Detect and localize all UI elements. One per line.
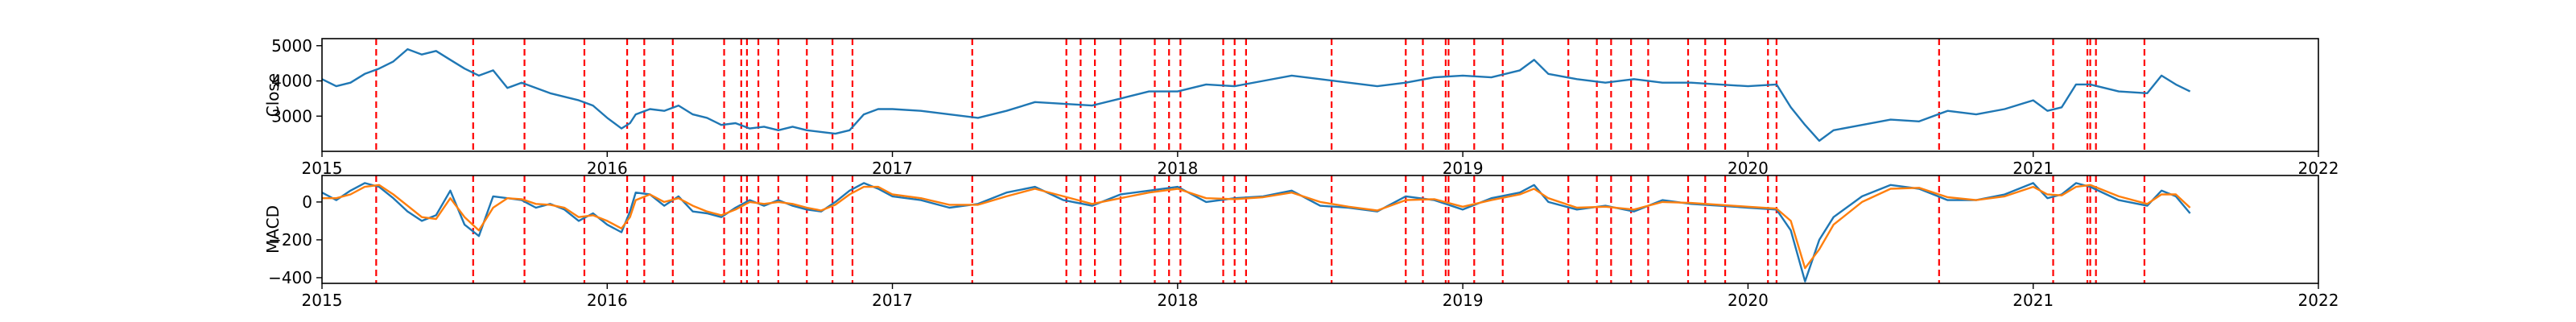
close-series-line-0 — [321, 47, 2191, 142]
close-y-tick-label: 4000 — [271, 72, 312, 91]
close-axes-frame — [321, 38, 2319, 152]
close-y-tick-label: 5000 — [271, 36, 312, 56]
macd-x-tick-label: 2015 — [302, 291, 343, 310]
close-x-tick-label: 2018 — [1157, 159, 1198, 178]
macd-y-tick-label: 0 — [302, 192, 312, 212]
macd-panel: 2015 2016 2017 2018 2019 2020 2021 2022 −400 −200… — [263, 175, 2339, 310]
close-x-tick-label: 2020 — [1728, 159, 1769, 178]
close-x-tick-label: 2016 — [587, 159, 628, 178]
close-x-tick-label: 2019 — [1443, 159, 1484, 178]
close-price-panel: 2015 2016 2017 2018 2019 2020 2021 2022 3000 4000… — [263, 36, 2339, 178]
close-y-tick-label: 3000 — [271, 106, 312, 126]
macd-x-tick-label: 2017 — [872, 291, 913, 310]
macd-y-axis-label: MACD — [263, 205, 283, 254]
close-x-tick-label: 2017 — [872, 159, 913, 178]
macd-y-tick-label: −200 — [268, 230, 312, 250]
macd-series-line-1 — [322, 184, 2191, 270]
close-x-tick-label: 2022 — [2298, 159, 2339, 178]
close-x-tick-label: 2021 — [2013, 159, 2054, 178]
macd-x-tick-label: 2019 — [1443, 291, 1484, 310]
macd-x-tick-label: 2018 — [1157, 291, 1198, 310]
macd-x-tick-label: 2020 — [1728, 291, 1769, 310]
close-x-tick-label: 2015 — [302, 159, 343, 178]
macd-x-tick-label: 2022 — [2298, 291, 2339, 310]
macd-y-tick-label: −400 — [268, 268, 312, 287]
macd-axes-frame — [321, 175, 2319, 284]
macd-x-tick-label: 2021 — [2013, 291, 2054, 310]
close-y-axis-label: Close — [263, 73, 283, 117]
macd-x-tick-label: 2016 — [587, 291, 628, 310]
